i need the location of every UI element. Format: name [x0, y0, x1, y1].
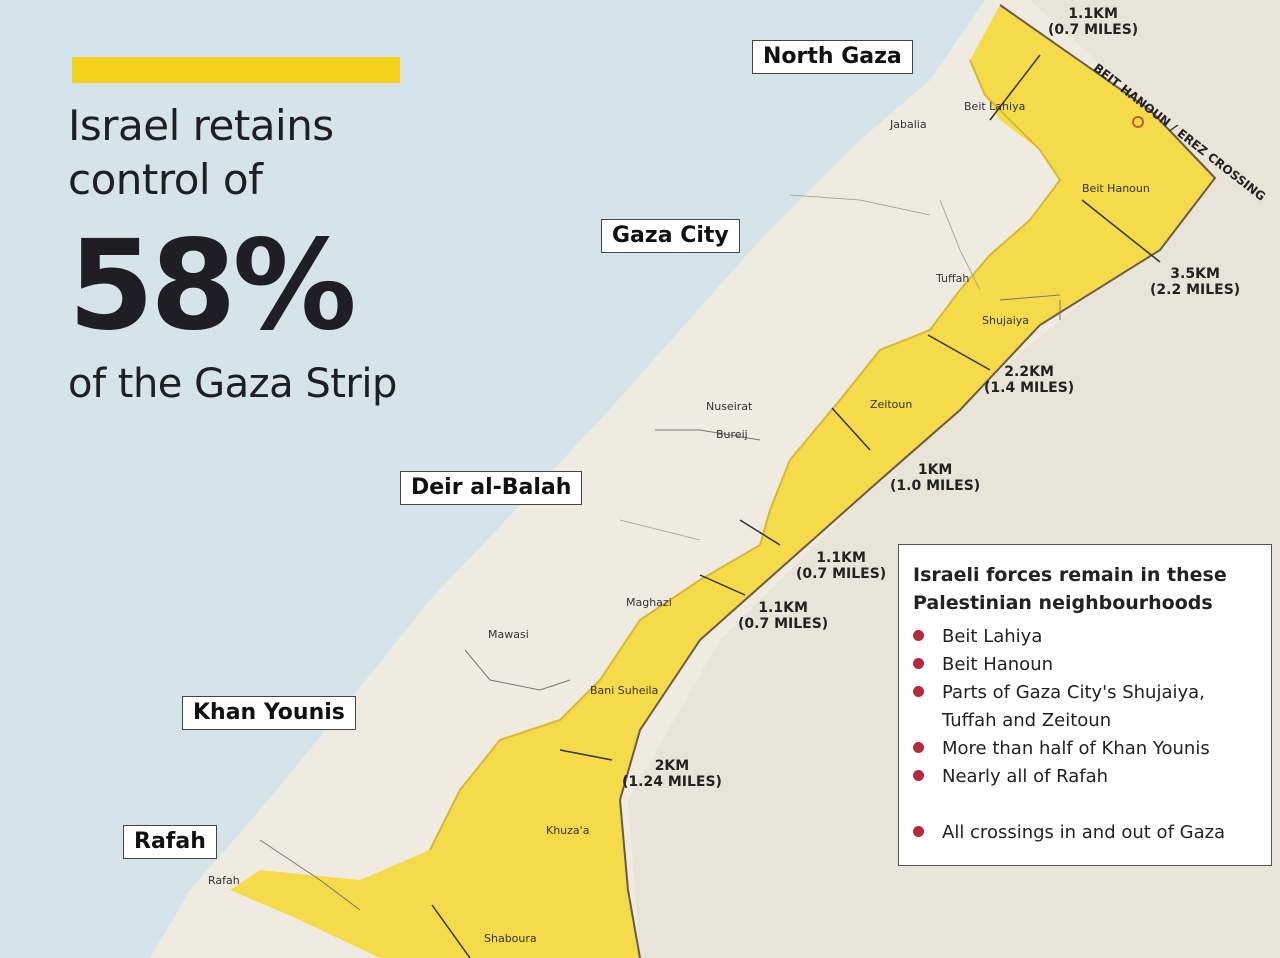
boundary-line: [259, 839, 361, 911]
label-north-gaza: North Gaza: [752, 40, 913, 74]
bullet-icon: [913, 629, 924, 641]
legend-item-continued: Tuffah and Zeitoun: [942, 710, 1112, 731]
arrow-d7: [559, 749, 613, 761]
bullet-icon: [913, 685, 924, 697]
legend-item: Nearly all of Rafah: [913, 763, 1108, 791]
place-maghazi: Maghazi: [626, 596, 672, 609]
legend-box: Israeli forces remain in these Palestini…: [898, 544, 1272, 866]
distance-d4: 1KM (1.0 MILES): [890, 462, 981, 494]
legend-item: Beit Lahiya: [913, 623, 1042, 651]
distance-arrows: [431, 54, 1161, 958]
distance-d6: 1.1KM (0.7 MILES): [738, 600, 829, 632]
place-bani-suheila: Bani Suheila: [590, 684, 659, 697]
bullet-icon: [913, 741, 924, 753]
distance-d1: 1.1KM (0.7 MILES): [1048, 6, 1139, 38]
place-jabalia: Jabalia: [890, 118, 927, 131]
legend-item: More than half of Khan Younis: [913, 735, 1210, 763]
controlled-zone: [230, 5, 1215, 958]
inner-line: [429, 59, 1062, 851]
arrow-d3: [927, 334, 991, 371]
distance-d7: 2KM (1.24 MILES): [622, 758, 722, 790]
accent-bar: [72, 57, 400, 83]
legend-title: Israeli forces remain in these Palestini…: [913, 564, 1227, 614]
arrow-d8: [431, 904, 471, 958]
arrow-d1: [989, 54, 1041, 121]
label-rafah: Rafah: [123, 825, 217, 859]
distance-d2: 3.5KM (2.2 MILES): [1150, 266, 1241, 298]
label-khan-younis: Khan Younis: [182, 696, 356, 730]
headline-line3: of the Gaza Strip: [68, 361, 397, 407]
place-zeitoun: Zeitoun: [870, 398, 913, 411]
road-lines: [619, 194, 981, 541]
legend-item: Parts of Gaza City's Shujaiya,: [913, 679, 1205, 707]
boundary-line: [464, 649, 571, 691]
legend-item: All crossings in and out of Gaza: [913, 819, 1225, 847]
place-rafah-city: Rafah: [208, 874, 240, 887]
bullet-icon: [913, 657, 924, 669]
distance-d5: 1.1KM (0.7 MILES): [796, 550, 887, 582]
bullet-icon: [913, 825, 924, 837]
place-beit-lahiya: Beit Lahiya: [964, 100, 1026, 113]
place-shaboura: Shaboura: [484, 932, 537, 945]
arrow-d2: [1081, 199, 1161, 263]
place-shujaiya: Shujaiya: [982, 314, 1030, 327]
headline-line1: Israel retains: [68, 101, 334, 150]
boundary-line: [999, 294, 1061, 301]
arrow-d5: [739, 519, 781, 546]
arrow-d4: [831, 407, 871, 451]
label-deir-al-balah: Deir al-Balah: [400, 471, 583, 505]
place-nuseirat: Nuseirat: [706, 400, 753, 413]
headline-percentage: 58%: [68, 214, 357, 358]
place-bureij: Bureij: [716, 428, 748, 441]
label-gaza-city: Gaza City: [601, 219, 740, 253]
place-tuffah: Tuffah: [936, 272, 970, 285]
bullet-icon: [913, 769, 924, 781]
boundary-line: [655, 429, 761, 441]
place-mawasi: Mawasi: [488, 628, 529, 641]
distance-d3: 2.2KM (1.4 MILES): [984, 364, 1075, 396]
crossing-marker: [1132, 116, 1144, 128]
place-beit-hanoun: Beit Hanoun: [1082, 182, 1150, 195]
arrow-d6: [699, 574, 746, 596]
place-khuzaa: Khuza'a: [546, 824, 590, 837]
legend-item: Beit Hanoun: [913, 651, 1053, 679]
headline-line2: control of: [68, 155, 263, 204]
border-line: [618, 4, 1217, 958]
